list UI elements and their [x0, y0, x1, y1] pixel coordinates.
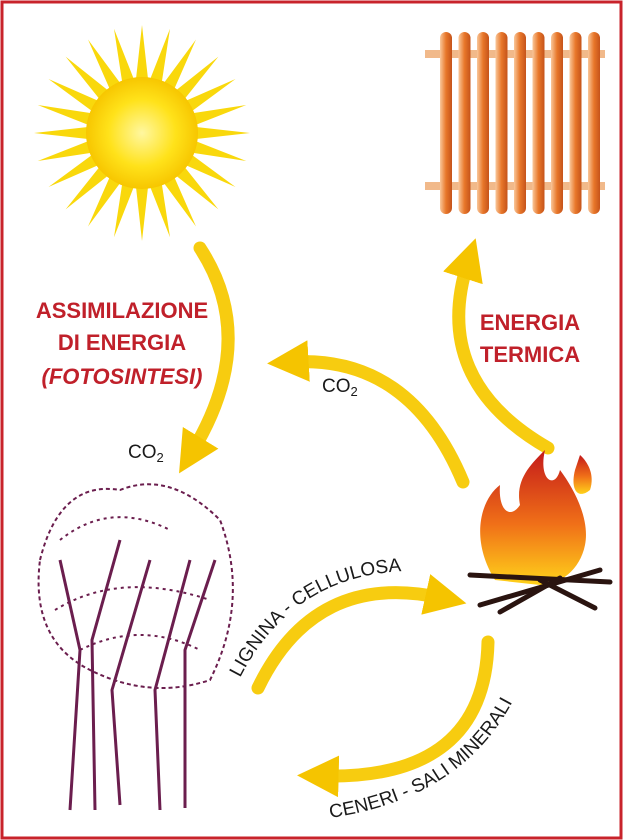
label: ENERGIA: [480, 310, 580, 335]
subscript: 2: [351, 384, 358, 399]
diagram: ASSIMILAZIONE DI ENERGIA (FOTOSINTESI) E…: [0, 0, 623, 840]
sun: [34, 25, 250, 241]
radiator-fin: [477, 32, 489, 214]
label: (FOTOSINTESI): [42, 364, 203, 389]
label: DI ENERGIA: [58, 330, 186, 355]
radiator-fin: [496, 32, 508, 214]
radiator-fin: [440, 32, 452, 214]
radiator-fin: [514, 32, 526, 214]
sun-disk: [86, 77, 198, 189]
subscript: 2: [157, 450, 164, 465]
radiator-fin: [570, 32, 582, 214]
radiator-fin: [551, 32, 563, 214]
radiator-fin: [533, 32, 545, 214]
radiator-fin: [459, 32, 471, 214]
label: TERMICA: [480, 342, 580, 367]
radiator-fin: [588, 32, 600, 214]
label: ASSIMILAZIONE: [36, 298, 208, 323]
radiator: [425, 32, 605, 214]
